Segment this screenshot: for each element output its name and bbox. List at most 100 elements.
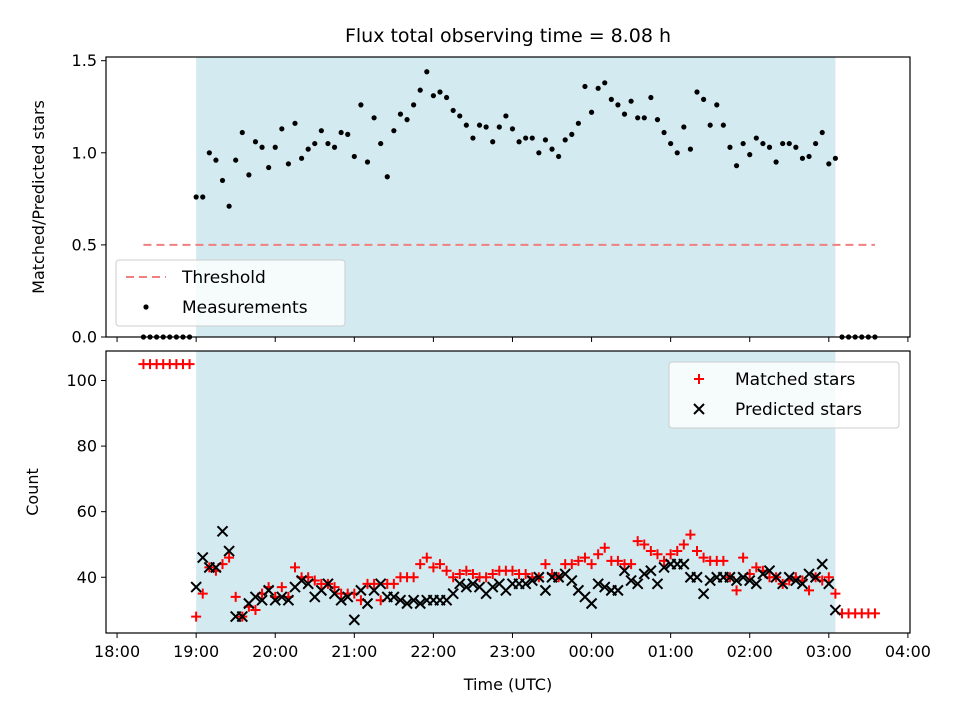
data-point xyxy=(285,161,292,167)
data-point xyxy=(832,155,838,161)
data-point xyxy=(219,177,226,184)
data-point xyxy=(450,107,456,114)
data-point xyxy=(191,611,202,622)
data-point xyxy=(700,96,707,102)
data-point xyxy=(335,594,347,606)
data-point xyxy=(592,578,604,590)
data-point xyxy=(783,571,795,583)
data-point xyxy=(648,94,654,101)
data-point xyxy=(224,552,235,563)
y-tick-label: 80 xyxy=(77,437,97,456)
data-point xyxy=(639,539,650,550)
data-point xyxy=(226,203,232,209)
data-point xyxy=(369,578,380,589)
data-point xyxy=(394,594,407,606)
top-panel: 0.0 0.5 1.0 1.5 Threshold Measurements xyxy=(72,51,911,347)
series-predicted-stars xyxy=(190,525,842,626)
legend-label: Measurements xyxy=(182,298,308,318)
data-point xyxy=(470,135,476,141)
data-point xyxy=(697,587,710,600)
data-point xyxy=(718,555,729,566)
data-point xyxy=(230,591,241,602)
data-point xyxy=(342,591,354,603)
data-point xyxy=(526,574,538,587)
data-point xyxy=(586,559,597,570)
data-point xyxy=(573,555,584,566)
data-point xyxy=(417,87,423,93)
data-point xyxy=(197,588,208,599)
data-point xyxy=(533,571,545,583)
bottom-y-axis-label: Count xyxy=(23,468,42,516)
data-point xyxy=(206,150,212,156)
data-point xyxy=(602,80,608,86)
data-point xyxy=(516,139,522,145)
data-point xyxy=(631,578,644,590)
data-point xyxy=(645,564,657,577)
data-point xyxy=(753,135,759,141)
data-point xyxy=(236,610,248,623)
data-point xyxy=(437,89,443,95)
data-point xyxy=(556,153,562,160)
data-point xyxy=(404,117,410,123)
data-point xyxy=(388,591,400,603)
data-point xyxy=(193,194,199,200)
data-point xyxy=(197,551,209,564)
data-point xyxy=(519,578,532,590)
data-point xyxy=(295,574,308,587)
data-point xyxy=(799,155,806,161)
data-point xyxy=(318,128,324,134)
data-point xyxy=(467,578,479,590)
legend-marker xyxy=(694,374,704,384)
y-tick-label: 1.5 xyxy=(72,51,97,70)
data-point xyxy=(744,574,756,587)
data-point xyxy=(305,146,311,152)
x-tick-label: 01:00 xyxy=(648,642,694,661)
data-point xyxy=(407,594,420,606)
data-point xyxy=(687,146,694,152)
x-tick-label: 04:00 xyxy=(885,642,931,661)
data-point xyxy=(672,546,683,557)
data-point xyxy=(685,529,696,540)
data-point xyxy=(595,85,601,91)
data-point xyxy=(738,552,749,563)
data-point xyxy=(654,117,661,123)
x-tick-label: 21:00 xyxy=(331,642,377,661)
data-point xyxy=(731,585,742,596)
data-point xyxy=(279,126,285,132)
data-point xyxy=(298,155,305,161)
data-point xyxy=(751,562,762,573)
data-point xyxy=(490,139,496,145)
data-point xyxy=(621,111,628,117)
x-tick-label: 19:00 xyxy=(173,642,219,661)
data-point xyxy=(707,122,713,128)
data-point xyxy=(816,558,828,570)
data-point xyxy=(256,594,268,606)
data-point xyxy=(348,614,361,626)
x-tick-label: 22:00 xyxy=(410,642,456,661)
top-y-axis-label: Matched/Predicted stars xyxy=(29,100,48,294)
data-point xyxy=(259,144,265,150)
data-point xyxy=(338,129,344,136)
data-point xyxy=(213,157,219,163)
data-point xyxy=(496,124,502,130)
data-point xyxy=(415,559,426,570)
data-point xyxy=(652,549,663,560)
data-point xyxy=(575,120,581,126)
data-point xyxy=(481,572,492,583)
plot-frame xyxy=(105,56,911,338)
data-point xyxy=(869,608,880,619)
data-point xyxy=(809,571,822,583)
data-point xyxy=(813,140,819,147)
data-point xyxy=(414,597,426,610)
data-point xyxy=(397,111,404,117)
data-point xyxy=(266,164,272,171)
data-point xyxy=(549,146,555,152)
data-point xyxy=(760,140,766,147)
data-point xyxy=(424,69,430,75)
data-point xyxy=(184,359,195,370)
data-point xyxy=(411,102,417,108)
data-point xyxy=(246,172,252,178)
data-point xyxy=(681,124,687,130)
y-tick-label: 1.0 xyxy=(72,143,97,162)
